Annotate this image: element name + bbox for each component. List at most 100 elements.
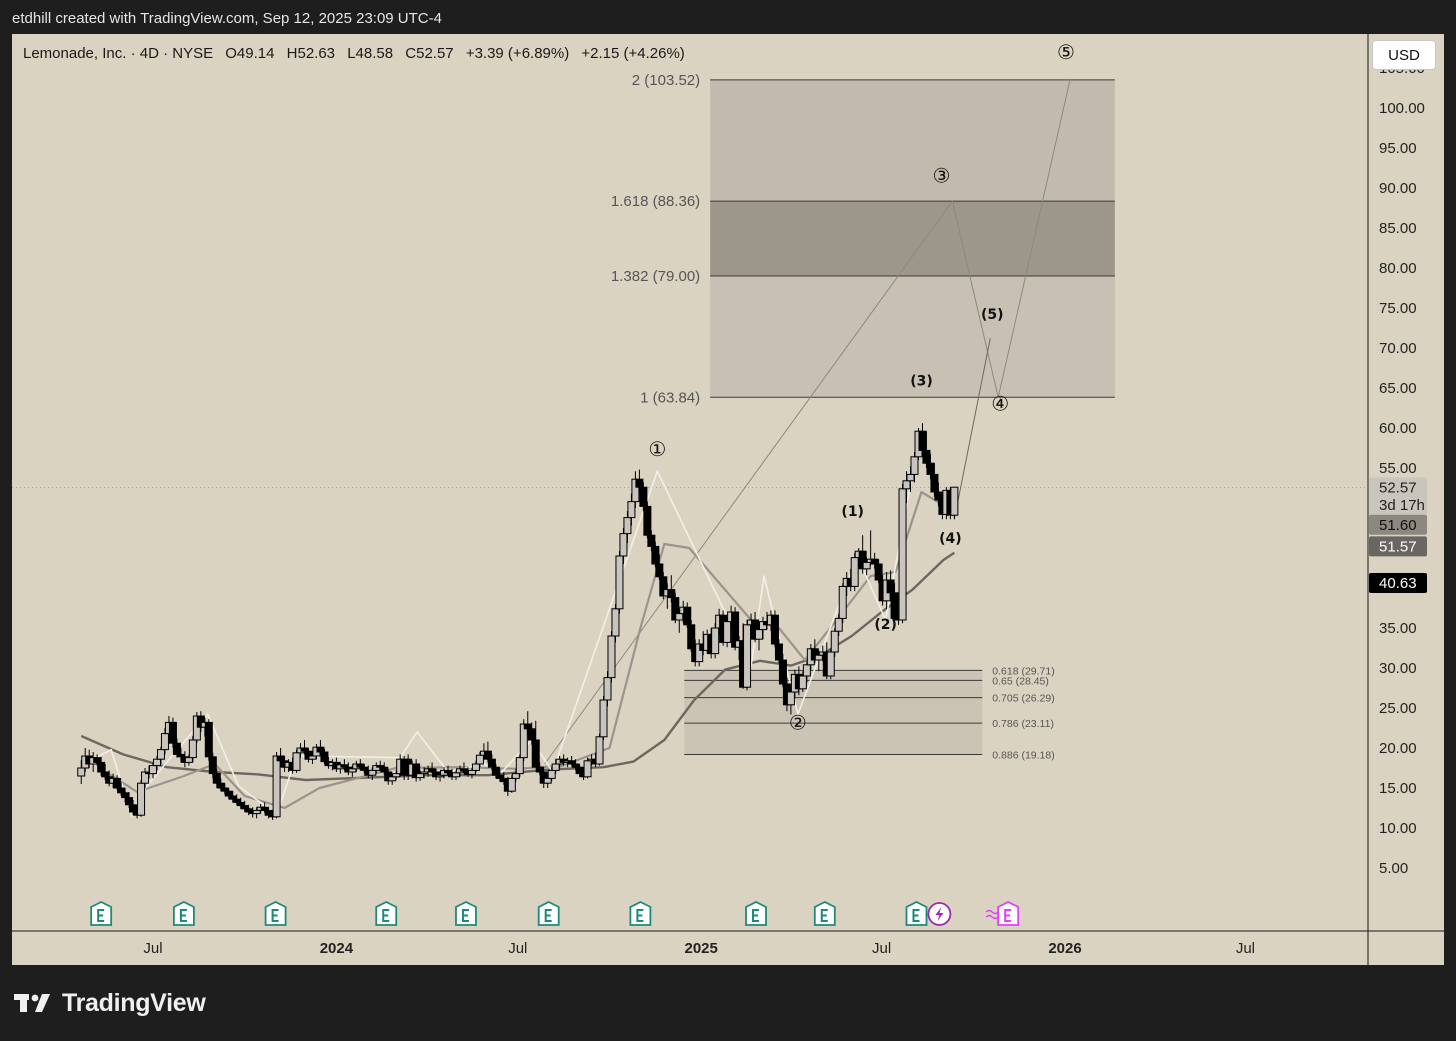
- earnings-icon[interactable]: [90, 900, 113, 926]
- candles[interactable]: [77, 423, 959, 820]
- candle-body: [623, 517, 632, 535]
- candle[interactable]: [412, 759, 421, 782]
- candle[interactable]: [826, 648, 835, 680]
- candle-body: [471, 763, 480, 771]
- candle-body: [416, 773, 425, 779]
- candle[interactable]: [272, 752, 281, 819]
- wave-projection-path[interactable]: [953, 338, 991, 520]
- price-tag[interactable]: 40.63: [1369, 572, 1427, 593]
- candle-body: [870, 558, 879, 565]
- candle-body: [208, 756, 217, 775]
- candle[interactable]: [850, 552, 859, 592]
- fib-extension-zone: [710, 79, 1115, 202]
- price-axis-tick: 85.00: [1379, 220, 1417, 237]
- earnings-icon[interactable]: [537, 900, 560, 926]
- legend-change-2: +2.15 (+4.26%): [581, 45, 685, 62]
- candle[interactable]: [615, 551, 624, 614]
- candle[interactable]: [595, 733, 604, 766]
- wave-label[interactable]: (2): [874, 617, 897, 633]
- tradingview-logo[interactable]: TradingView: [14, 988, 206, 1018]
- price-tag[interactable]: 51.57: [1369, 536, 1427, 557]
- wave-label[interactable]: (4): [939, 531, 962, 547]
- tradingview-logo-icon: [14, 994, 50, 1012]
- candle[interactable]: [898, 484, 907, 624]
- fib-retracement-label: 0.886 (19.18): [992, 750, 1054, 762]
- legend-change: +3.39 (+6.89%): [465, 45, 570, 62]
- candle[interactable]: [607, 631, 616, 683]
- slow-moving-average[interactable]: [80, 551, 956, 782]
- candle[interactable]: [643, 501, 652, 539]
- earnings-icon[interactable]: [172, 900, 195, 926]
- wave-label[interactable]: (3): [910, 374, 933, 390]
- candle[interactable]: [830, 628, 839, 657]
- earnings-icon[interactable]: [745, 900, 767, 926]
- candle-body: [886, 579, 895, 594]
- earnings-icon[interactable]: [813, 900, 836, 926]
- earnings-icon[interactable]: [375, 900, 398, 926]
- wave-label[interactable]: ①: [648, 437, 666, 461]
- candle[interactable]: [687, 620, 696, 652]
- candle-body: [826, 651, 835, 677]
- candle-body: [603, 677, 612, 701]
- candle-body: [687, 624, 696, 650]
- wave-label[interactable]: ⑤: [1057, 40, 1075, 64]
- candle[interactable]: [683, 602, 692, 628]
- price-axis-tick: 100.00: [1379, 100, 1425, 117]
- price-chart[interactable]: 1 (63.84) 1.382 (79.00) 1.618 (88.36) 2 (10…: [12, 34, 1444, 965]
- plot-area[interactable]: 1 (63.84) 1.382 (79.00) 1.618 (88.36) 2 (10…: [12, 40, 1368, 926]
- fib-retracement-label: 0.618 (29.71): [992, 665, 1054, 677]
- price-axis-tick: 55.00: [1379, 460, 1417, 477]
- price-axis[interactable]: 5.00 10.00 15.00 20.00 25.00 30.00 35.00 55.00 6…: [1379, 60, 1425, 877]
- snapshot-caption: etdhill created with TradingView.com, Se…: [12, 10, 442, 27]
- candle-body: [121, 792, 130, 799]
- time-axis[interactable]: Jul 2024 Jul 2025 Jul 2026 Jul: [143, 940, 1255, 957]
- earnings-icon[interactable]: [905, 900, 928, 926]
- wave-label[interactable]: ④: [991, 391, 1009, 415]
- price-tag-label: 40.63: [1379, 575, 1417, 592]
- candle[interactable]: [204, 719, 213, 761]
- candle[interactable]: [531, 720, 540, 768]
- candle[interactable]: [599, 696, 608, 740]
- wave-projection-path[interactable]: [544, 79, 1071, 765]
- candle[interactable]: [770, 610, 779, 648]
- candle[interactable]: [838, 583, 847, 624]
- candle-body: [615, 555, 624, 610]
- symbol-name[interactable]: Lemonade, Inc. · 4D · NYSE: [23, 45, 214, 62]
- dividend-icon[interactable]: [927, 902, 952, 926]
- candle[interactable]: [137, 780, 146, 817]
- tradingview-wordmark: TradingView: [62, 988, 206, 1017]
- chart-panel[interactable]: 1 (63.84) 1.382 (79.00) 1.618 (88.36) 2 (10…: [12, 34, 1444, 965]
- wave-label[interactable]: (5): [981, 307, 1004, 323]
- candle-body: [97, 761, 106, 773]
- candle-body: [950, 486, 959, 516]
- candle-body: [814, 654, 823, 661]
- candle-body: [635, 478, 644, 488]
- price-axis-tick: 25.00: [1379, 700, 1417, 717]
- fib-extension-label: 1.382 (79.00): [611, 268, 700, 285]
- wave-label[interactable]: ②: [789, 711, 807, 735]
- wave-label[interactable]: (1): [841, 504, 864, 520]
- wave-label[interactable]: ③: [932, 163, 950, 187]
- earnings-icon[interactable]: [629, 900, 652, 926]
- legend-open: O49.14: [225, 45, 275, 62]
- price-tag[interactable]: 52.57: [1369, 477, 1427, 498]
- zigzag-line[interactable]: [80, 431, 922, 817]
- candle[interactable]: [743, 620, 752, 691]
- candle-body: [647, 534, 656, 547]
- price-tag[interactable]: 3d 17h: [1369, 494, 1427, 515]
- candle[interactable]: [950, 486, 959, 520]
- candle-body: [930, 473, 939, 493]
- candle-body: [292, 752, 301, 771]
- candle[interactable]: [695, 639, 704, 667]
- earnings-icon[interactable]: [455, 900, 477, 926]
- candle-body: [838, 585, 847, 619]
- candle-body: [515, 757, 524, 775]
- price-tag-label: 52.57: [1379, 479, 1417, 496]
- candle-body: [755, 629, 764, 640]
- currency-button[interactable]: USD: [1372, 40, 1436, 70]
- earnings-icon[interactable]: [985, 900, 1020, 926]
- earnings-icon[interactable]: [264, 900, 287, 926]
- price-tag[interactable]: 51.60: [1369, 514, 1427, 535]
- candle[interactable]: [723, 618, 732, 648]
- candle-body: [651, 545, 660, 565]
